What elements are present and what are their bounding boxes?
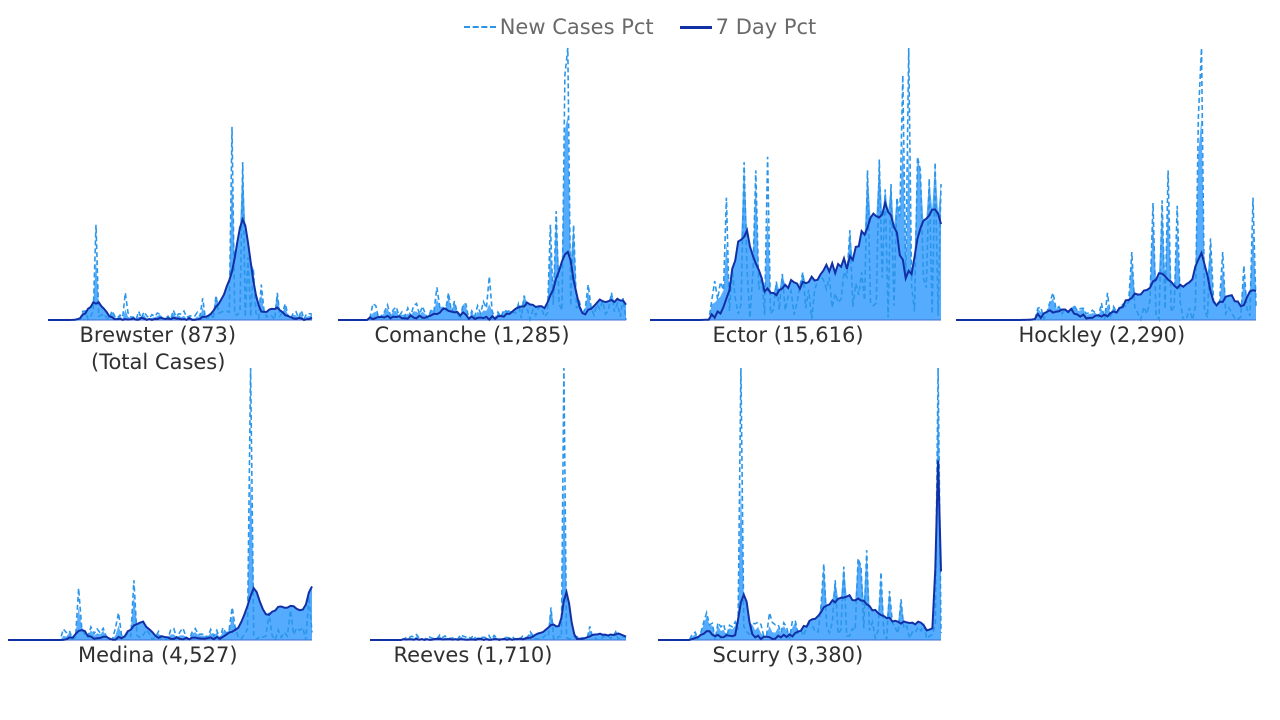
panel-medina [8, 367, 313, 642]
panel-hockley [956, 47, 1257, 322]
panel-label-hockley: Hockley (2,290) [1018, 323, 1186, 347]
legend-swatch-new-cases [463, 26, 496, 28]
panel-label-reeves: Reeves (1,710) [393, 643, 553, 667]
panel-reeves [370, 367, 627, 642]
legend-item-7-day[interactable]: 7 Day Pct [679, 15, 817, 39]
area-fill-medina [8, 474, 312, 640]
area-fill-scurry [658, 368, 941, 640]
panel-brewster [48, 126, 313, 323]
area-fill-hockley [956, 117, 1256, 320]
panel-label-ector: Ector (15,616) [712, 323, 864, 347]
panel-label-comanche: Comanche (1,285) [374, 323, 570, 347]
series-7-day-reeves [370, 588, 627, 642]
series-new-cases-brewster [48, 126, 313, 323]
chart-legend: New Cases Pct 7 Day Pct [0, 10, 1280, 44]
panel-label-brewster: Brewster (873) [79, 323, 237, 347]
legend-label-new-cases: New Cases Pct [499, 15, 654, 39]
panel-label-medina: Medina (4,527) [78, 643, 238, 667]
series-new-cases-comanche [338, 47, 627, 323]
panel-scurry [658, 367, 942, 642]
legend-item-new-cases[interactable]: New Cases Pct [463, 15, 654, 39]
legend-label-7-day: 7 Day Pct [715, 15, 817, 39]
panel-comanche [338, 47, 627, 323]
area-fill-ector [650, 137, 941, 320]
series-7-day-comanche [338, 250, 627, 322]
series-7-day-brewster [48, 216, 313, 322]
series-7-day-medina [8, 585, 313, 641]
panel-ector [650, 47, 942, 321]
series-7-day-hockley [956, 249, 1257, 321]
series-7-day-ector [650, 199, 942, 321]
legend-swatch-7-day [679, 25, 712, 29]
area-fill-comanche [338, 115, 626, 320]
area-fill-brewster [48, 162, 312, 320]
series-new-cases-medina [8, 367, 313, 642]
area-fill-reeves [370, 481, 626, 640]
panel-sublabel-brewster: (Total Cases) [91, 350, 226, 374]
series-new-cases-reeves [370, 367, 627, 642]
series-7-day-scurry [658, 460, 942, 641]
series-new-cases-scurry [658, 367, 942, 642]
panel-label-scurry: Scurry (3,380) [712, 643, 864, 667]
